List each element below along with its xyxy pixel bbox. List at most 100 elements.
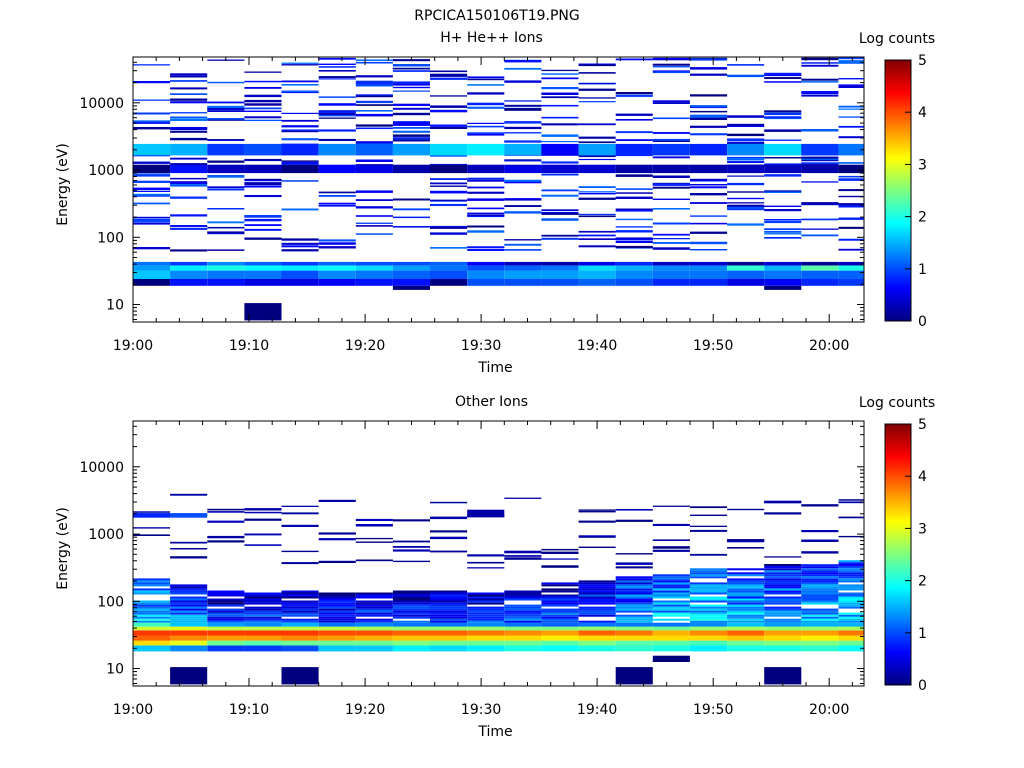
heatmap-cell — [690, 529, 728, 532]
heatmap-cell — [652, 523, 690, 526]
heatmap-cell — [690, 265, 728, 271]
heatmap-cell — [467, 592, 505, 595]
heatmap-cell — [727, 138, 765, 141]
heatmap-cell — [690, 568, 728, 571]
heatmap-cell — [764, 570, 802, 573]
colorbar — [884, 423, 912, 686]
heatmap-cell — [392, 139, 430, 142]
y-tick-label: 100 — [97, 594, 124, 610]
colorbar-tick-label: 0 — [918, 678, 927, 694]
heatmap-cell — [467, 610, 505, 613]
heatmap-cell — [652, 140, 690, 142]
heatmap-cell — [727, 223, 765, 226]
heatmap-cell — [727, 608, 765, 611]
heatmap-cell — [133, 190, 171, 192]
heatmap-cell — [207, 598, 245, 601]
heatmap-cell — [690, 261, 728, 266]
heatmap-cell — [838, 576, 864, 579]
heatmap-cell — [541, 622, 579, 627]
heatmap-cell — [133, 620, 171, 623]
heatmap-cell — [727, 279, 765, 286]
heatmap-cell — [801, 159, 839, 162]
heatmap-cell — [355, 645, 393, 652]
heatmap-cell — [764, 209, 802, 212]
heatmap-cell — [541, 270, 579, 279]
heatmap-cell — [652, 539, 690, 541]
heatmap-cell — [170, 75, 208, 78]
heatmap-cell — [355, 164, 393, 174]
heatmap-cell — [652, 175, 690, 178]
heatmap-cell — [652, 576, 690, 579]
heatmap-cell — [615, 553, 653, 555]
heatmap-cell — [727, 205, 765, 207]
heatmap-cell — [355, 618, 393, 621]
heatmap-cell — [392, 594, 430, 597]
heatmap-cell — [170, 590, 208, 593]
heatmap-cell — [504, 265, 542, 271]
heatmap-cell — [801, 588, 839, 591]
heatmap-cell — [541, 620, 579, 623]
heatmap-cell — [652, 578, 690, 581]
heatmap-cell — [838, 499, 864, 501]
heatmap-cell — [244, 215, 282, 218]
heatmap-cell — [504, 104, 542, 107]
heatmap-cell — [318, 610, 356, 613]
y-tick-label: 10000 — [79, 96, 124, 112]
heatmap-cell — [355, 620, 393, 623]
heatmap-cell — [801, 596, 839, 599]
heatmap-cell — [430, 261, 468, 266]
heatmap-cell — [504, 645, 542, 652]
heatmap-cell — [355, 630, 393, 636]
heatmap-cell — [207, 143, 245, 156]
heatmap-cell — [281, 562, 319, 565]
heatmap-cell — [392, 208, 430, 211]
heatmap-cell — [430, 604, 468, 607]
heatmap-cell — [170, 588, 208, 591]
heatmap-cell — [578, 64, 616, 67]
heatmap-cell — [578, 640, 616, 646]
heatmap-cell — [652, 546, 690, 549]
heatmap-cell — [615, 610, 653, 613]
heatmap-cell — [133, 580, 171, 583]
heatmap-cell — [504, 249, 542, 251]
heatmap-cell — [690, 570, 728, 573]
heatmap-cell — [504, 550, 542, 553]
heatmap-cell — [355, 635, 393, 641]
heatmap-cell — [578, 614, 616, 617]
heatmap-cell — [764, 590, 802, 593]
heatmap-cell — [690, 596, 728, 599]
heatmap-cell — [318, 645, 356, 652]
heatmap-cell — [838, 164, 864, 174]
heatmap-cell — [504, 239, 542, 241]
heatmap-cell — [355, 61, 393, 64]
heatmap-cell — [838, 592, 864, 595]
heatmap-cell — [541, 104, 579, 107]
heatmap-cell — [133, 527, 171, 529]
heatmap-cell — [801, 162, 839, 165]
x-tick-label: 19:30 — [461, 338, 501, 354]
heatmap-cell — [355, 592, 393, 595]
heatmap-cell — [467, 261, 505, 266]
heatmap-cell — [504, 635, 542, 641]
heatmap-cell — [727, 594, 765, 597]
heatmap-cell — [727, 261, 765, 266]
heatmap-cell — [838, 195, 864, 198]
heatmap-cell — [838, 501, 864, 504]
heatmap-cell — [504, 614, 542, 617]
heatmap-cell — [504, 205, 542, 207]
heatmap-cell — [207, 164, 245, 174]
heatmap-cell — [838, 606, 864, 609]
heatmap-cell — [133, 511, 171, 513]
heatmap-cell — [615, 188, 653, 190]
heatmap-cell — [281, 596, 319, 599]
heatmap-cell — [467, 132, 505, 135]
heatmap-cell — [281, 129, 319, 131]
heatmap-cell — [615, 590, 653, 593]
heatmap-cell — [281, 279, 319, 286]
heatmap-cell — [801, 164, 839, 174]
heatmap-cell — [801, 540, 839, 542]
heatmap-cell — [578, 261, 616, 266]
heatmap-cell — [801, 574, 839, 577]
heatmap-cell — [392, 560, 430, 563]
heatmap-cell — [801, 602, 839, 605]
